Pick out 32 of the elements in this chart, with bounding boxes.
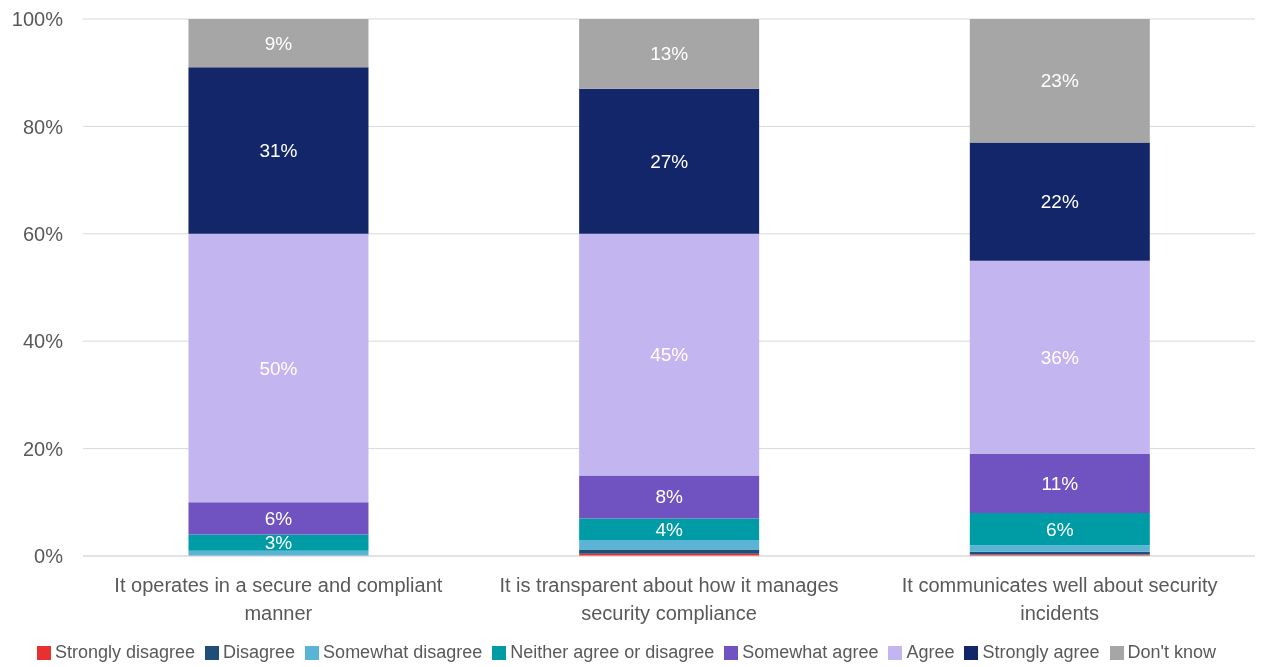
legend-label: Neither agree or disagree	[510, 642, 715, 662]
legend-label: Don't know	[1127, 642, 1217, 662]
y-tick-label: 80%	[22, 115, 64, 138]
legend-label: Strongly agree	[982, 642, 1100, 662]
data-label: 27%	[650, 150, 689, 172]
y-tick-label: 20%	[22, 437, 64, 460]
data-label: 23%	[1040, 70, 1079, 92]
data-label: 36%	[1040, 346, 1079, 368]
data-label: 4%	[655, 518, 683, 540]
data-label: 31%	[259, 140, 298, 162]
data-label: 3%	[264, 532, 293, 554]
legend-label: Disagree	[223, 642, 296, 662]
data-label: 11%	[1041, 473, 1079, 495]
legend-label: Strongly disagree	[54, 642, 196, 662]
legend-label: Somewhat disagree	[323, 642, 483, 662]
data-label: 9%	[264, 32, 293, 54]
data-label: 13%	[650, 43, 689, 65]
y-tick-label: 60%	[22, 222, 64, 245]
data-label: 6%	[264, 507, 293, 529]
data-label: 8%	[655, 486, 683, 508]
y-tick-label: 100%	[11, 8, 64, 31]
x-tick-label: It communicates well about security incidents	[901, 574, 1218, 624]
data-label: 6%	[1046, 518, 1074, 540]
data-label: 45%	[650, 344, 689, 366]
x-tick-label: It is transparent about how it manages security compliance	[499, 574, 839, 624]
y-tick-label: 40%	[22, 330, 64, 353]
data-label: 22%	[1040, 191, 1079, 213]
x-tick-label: It operates in a secure and compliant manner	[114, 574, 443, 624]
data-label: 50%	[259, 357, 298, 379]
legend-label: Somewhat agree	[742, 642, 879, 662]
legend-label: Agree	[906, 642, 955, 662]
y-tick-label: 0%	[34, 545, 64, 568]
